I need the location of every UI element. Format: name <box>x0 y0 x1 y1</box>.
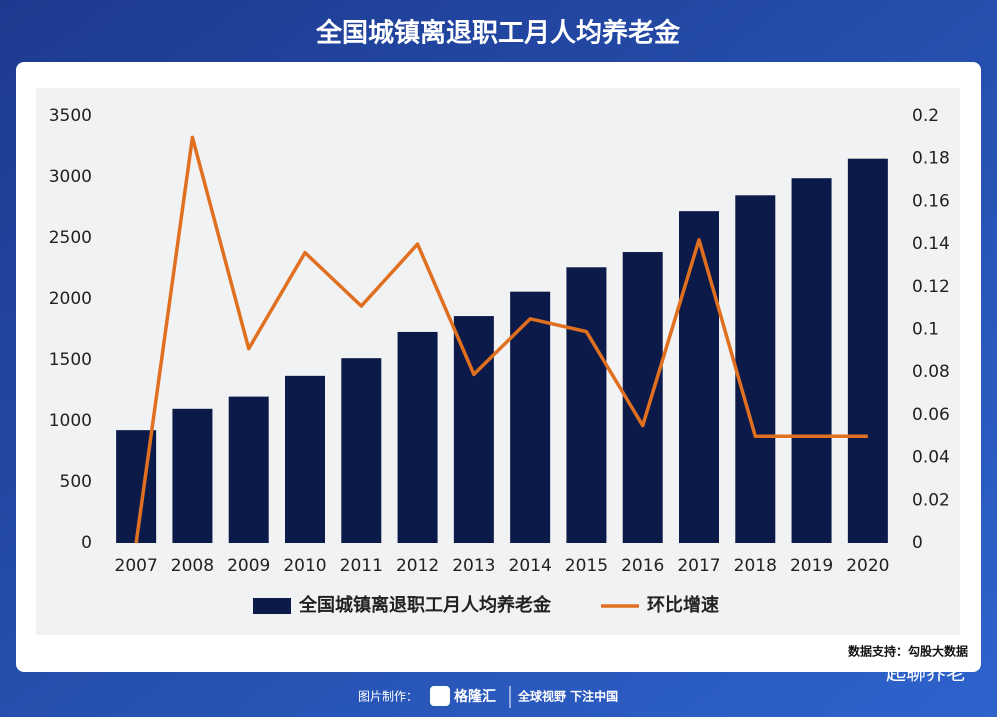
bar <box>679 211 719 543</box>
x-tick-label: 2018 <box>734 556 777 576</box>
brand-logo <box>430 686 450 706</box>
legend-swatch <box>253 598 291 614</box>
x-tick-label: 2015 <box>565 556 608 576</box>
y-tick-label: 1000 <box>49 411 92 431</box>
chart: 0 500 1000 1500 2000 2500 3000 3500 0 0.02 0.04 0.0… <box>49 106 950 616</box>
y2-tick-label: 0.04 <box>912 448 950 468</box>
bar <box>622 252 663 543</box>
y2-tick-label: 0.12 <box>912 277 950 297</box>
bar <box>566 267 607 543</box>
x-tick-label: 2007 <box>115 556 158 576</box>
x-tick-label: 2011 <box>340 556 383 576</box>
footer-slogan: 全球视野 下注中国 <box>517 689 618 704</box>
y2-tick-label: 0.06 <box>912 405 950 425</box>
bar <box>228 396 269 543</box>
x-tick-label: 2012 <box>396 556 439 576</box>
y-tick-label: 3500 <box>49 106 92 126</box>
x-tick-label: 2009 <box>227 556 270 576</box>
y2-tick-label: 0.18 <box>912 149 950 169</box>
x-tick-label: 2008 <box>171 556 214 576</box>
y2-tick-label: 0.02 <box>912 490 950 510</box>
legend-label: 环比增速 <box>647 594 719 616</box>
chart-title: 全国城镇离退职工月人均养老金 <box>315 18 681 49</box>
line <box>134 135 868 544</box>
bar <box>397 331 438 543</box>
y-tick-label: 500 <box>60 472 92 492</box>
x-tick-label: 2016 <box>621 556 664 576</box>
bar <box>510 291 551 543</box>
legend-label: 全国城镇离退职工月人均养老金 <box>298 594 552 616</box>
bar <box>847 158 888 543</box>
x-tick-label: 2013 <box>452 556 495 576</box>
bar <box>341 358 382 543</box>
y2-tick-label: 0.1 <box>912 320 939 340</box>
y-tick-label: 1500 <box>49 350 92 370</box>
y-tick-label: 2500 <box>49 228 92 248</box>
y2-tick-label: 0 <box>912 533 923 553</box>
y2-tick-label: 0.08 <box>912 362 950 382</box>
x-tick-label: 2014 <box>509 556 552 576</box>
footer-made-by: 图片制作： <box>358 690 418 704</box>
bar <box>453 316 494 543</box>
y-tick-label: 3000 <box>49 167 92 187</box>
y-tick-label: 0 <box>81 533 92 553</box>
account: 起聊养老 <box>886 661 966 685</box>
x-tick-label: 2019 <box>790 556 833 576</box>
y2-tick-label: 0.16 <box>912 191 950 211</box>
bar <box>172 408 213 543</box>
bar <box>735 195 776 544</box>
bar <box>285 375 325 543</box>
y2-tick-label: 0.14 <box>912 234 950 254</box>
footer-brand: 格隆汇 <box>454 688 496 705</box>
y2-tick-label: 0.2 <box>912 106 939 126</box>
y-tick-label: 2000 <box>49 289 92 309</box>
x-tick-label: 2017 <box>677 556 720 576</box>
x-tick-label: 2010 <box>283 556 326 576</box>
bar <box>791 178 832 543</box>
source: 数据支持：勾股大数据 <box>848 644 968 659</box>
x-tick-label: 2020 <box>846 556 889 576</box>
